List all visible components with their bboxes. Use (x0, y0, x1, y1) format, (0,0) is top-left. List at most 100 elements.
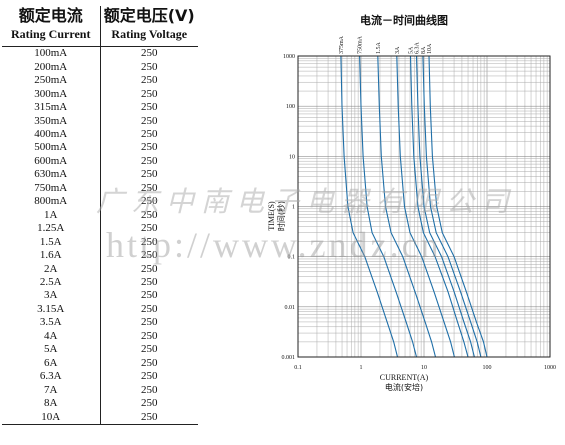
rating-voltage-cell: 250 (141, 343, 158, 356)
series-label: 8A (421, 46, 427, 54)
rating-voltage-cell: 250 (141, 114, 158, 127)
rating-voltage-cell: 250 (141, 87, 158, 100)
rating-current-cell: 630mA (2, 168, 101, 182)
table-row: 5A 250 (2, 343, 198, 357)
table-row: 100mA 250 (2, 46, 198, 61)
rating-voltage-cell: 250 (141, 383, 158, 396)
y-tick-labels: 0.001 0.01 0.1 1 10 100 1000 (282, 54, 296, 361)
chart-title: 电流－时间曲线图 (360, 13, 448, 27)
table-row: 400mA 250 (2, 127, 198, 142)
x-axis-label-cn: 电流(安培) (385, 382, 423, 392)
series-label: 5A (409, 46, 415, 54)
x-tick-label: 100 (483, 365, 492, 371)
rating-voltage-cell: 250 (141, 74, 158, 87)
table-row: 1.6A 250 (2, 248, 198, 263)
rating-voltage-cell: 250 (141, 316, 158, 329)
x-tick-label: 1000 (544, 365, 556, 371)
rating-voltage-cell: 250 (141, 181, 158, 194)
table-row: 200mA 250 (2, 60, 198, 74)
rating-voltage-header-en: Rating Voltage (111, 27, 188, 41)
table-row: 350mA 250 (2, 114, 198, 128)
series-label: 1.5A (376, 42, 382, 55)
table-row: 6.3A 250 (2, 369, 198, 384)
rating-voltage-cell: 250 (141, 410, 158, 423)
y-tick-label: 0.1 (288, 255, 296, 261)
table-row: 300mA 250 (2, 87, 198, 101)
rating-current-cell: 400mA (2, 127, 101, 142)
plot-frame (297, 55, 551, 358)
rating-voltage-cell: 250 (141, 356, 158, 369)
rating-voltage-cell: 250 (141, 235, 158, 248)
fuse-curve-8A (422, 55, 482, 358)
table-row: 800mA 250 (2, 195, 198, 209)
table-row: 4A 250 (2, 329, 198, 343)
table-row: 2A 250 (2, 262, 198, 276)
fuse-curve-5A (409, 55, 469, 358)
rating-voltage-cell: 250 (141, 208, 158, 221)
fuse-curve-10A (428, 55, 488, 358)
chart-curves (340, 55, 488, 358)
table-row: 3.15A 250 (2, 302, 198, 317)
x-tick-labels: 0.1 1 10 100 1000 (294, 365, 556, 371)
table-row: 600mA 250 (2, 154, 198, 169)
rating-voltage-cell: 250 (141, 195, 158, 208)
y-tick-label: 100 (286, 104, 295, 110)
rating-voltage-header-cn: 额定电压(V) (103, 6, 195, 25)
rating-current-cell: 2A (2, 262, 101, 276)
rating-table-body: 100mA 250 200mA 250 250mA 250 300mA 250 315mA 250… (2, 46, 198, 424)
rating-current-cell: 500mA (2, 141, 101, 155)
x-tick-label: 10 (421, 365, 427, 371)
rating-voltage-cell: 250 (141, 302, 158, 315)
rating-current-cell: 8A (2, 396, 101, 411)
table-row: 3.5A 250 (2, 316, 198, 330)
rating-voltage-cell: 250 (141, 128, 158, 141)
y-tick-label: 1000 (283, 54, 295, 60)
rating-voltage-cell: 250 (141, 60, 158, 73)
rating-table: 额定电流 Rating Current 额定电压(V) Rating Volta… (2, 6, 198, 424)
rating-current-header-en: Rating Current (11, 27, 91, 41)
table-row: 6A 250 (2, 356, 198, 370)
table-row: 315mA 250 (2, 100, 198, 115)
rating-current-cell: 1.25A (2, 221, 101, 236)
table-row: 750mA 250 (2, 181, 198, 196)
fuse-curve-6.3A (415, 55, 475, 358)
rating-current-cell: 1.6A (2, 248, 101, 263)
rating-voltage-cell: 250 (141, 249, 158, 262)
rating-voltage-cell: 250 (141, 262, 158, 275)
rating-current-cell: 3.5A (2, 316, 101, 330)
y-tick-label: 10 (289, 154, 295, 160)
series-label: 10A (427, 43, 433, 54)
table-row: 8A 250 (2, 396, 198, 411)
rating-current-cell: 600mA (2, 154, 101, 169)
rating-current-cell: 6.3A (2, 369, 101, 384)
x-axis-label-en: CURRENT(A) (380, 373, 429, 382)
rating-current-cell: 4A (2, 329, 101, 343)
series-labels: 375mA 750mA 1.5A 3A 5A 6.3A 8A 10A (339, 35, 433, 54)
series-label: 3A (395, 46, 401, 54)
y-tick-label: 1 (292, 205, 295, 211)
table-row: 7A 250 (2, 383, 198, 397)
table-row: 630mA 250 (2, 168, 198, 182)
rating-voltage-header: 额定电压(V) Rating Voltage (100, 6, 198, 47)
series-label: 6.3A (415, 42, 421, 55)
time-current-chart: 电流－时间曲线图 375mA 750mA 1.5A 3A 5A 6.3A 8A 10A 0.1… (267, 13, 556, 392)
rating-current-cell: 3A (2, 289, 101, 303)
rating-current-header: 额定电流 Rating Current (2, 6, 101, 47)
rating-current-cell: 315mA (2, 100, 101, 115)
table-row: 250mA 250 (2, 73, 198, 88)
y-tick-label: 0.001 (282, 355, 296, 361)
table-row: 1.5A 250 (2, 235, 198, 249)
fuse-curve-1.5A (377, 55, 437, 358)
fuse-curve-750mA (359, 55, 418, 358)
rating-current-cell: 200mA (2, 60, 101, 74)
rating-current-cell: 300mA (2, 87, 101, 101)
table-row: 3A 250 (2, 289, 198, 303)
x-tick-label: 1 (360, 365, 363, 371)
rating-current-cell: 5A (2, 343, 101, 357)
rating-current-cell: 750mA (2, 181, 101, 196)
rating-voltage-cell: 250 (141, 154, 158, 167)
series-label: 750mA (358, 35, 364, 54)
rating-current-header-cn: 额定电流 (18, 6, 83, 25)
table-row: 500mA 250 (2, 141, 198, 155)
rating-voltage-cell: 250 (141, 47, 158, 60)
